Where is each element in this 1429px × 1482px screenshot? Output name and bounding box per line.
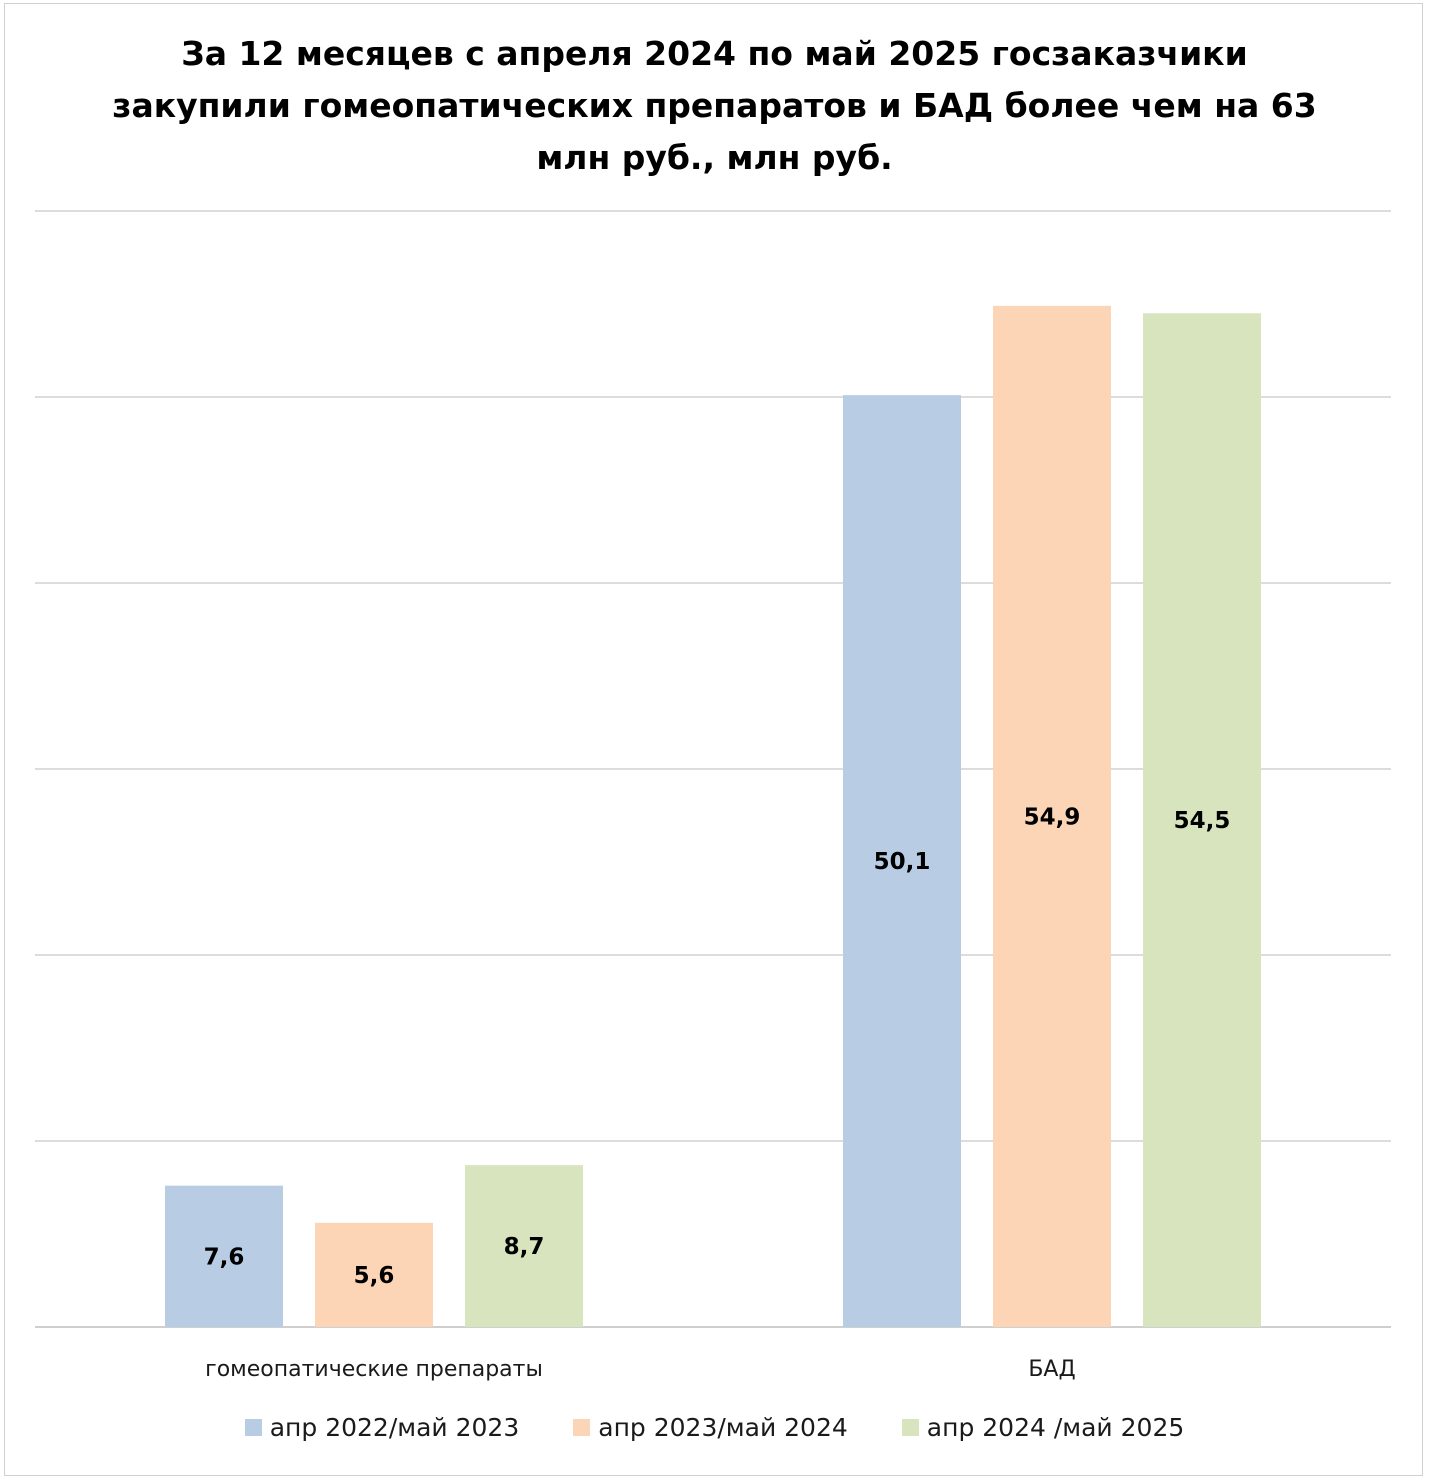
data-label-1-1: 7,6 [204, 1244, 245, 1270]
data-label-2-2: 54,9 [1024, 804, 1081, 830]
category-label-2: БАД [1028, 1357, 1075, 1382]
legend-item-series-2: апр 2023/май 2024 [573, 1413, 848, 1442]
legend-item-series-3: апр 2024 /май 2025 [901, 1413, 1185, 1442]
chart-title-line-1: За 12 месяцев с апреля 2024 по май 2025 … [181, 34, 1248, 73]
chart-title-line-3: млн руб., млн руб. [536, 138, 893, 177]
bar-2-1 [843, 395, 961, 1327]
chart-title: За 12 месяцев с апреля 2024 по май 2025 … [0, 28, 1429, 184]
legend-item-series-1: апр 2022/май 2023 [244, 1413, 520, 1442]
bar-1-3 [465, 1165, 583, 1327]
category-label-1: гомеопатические препараты [205, 1357, 543, 1382]
bar-2-3 [1143, 313, 1261, 1327]
chart-legend: апр 2022/май 2023 апр 2023/май 2024 апр … [0, 1413, 1429, 1442]
legend-label-series-3: апр 2024 /май 2025 [926, 1413, 1185, 1442]
legend-swatch-series-1 [244, 1419, 262, 1436]
bar-1-1 [165, 1185, 283, 1327]
data-label-2-3: 54,5 [1174, 808, 1231, 834]
chart-title-line-2: закупили гомеопатических препаратов и БА… [112, 86, 1317, 125]
data-label-1-2: 5,6 [354, 1263, 395, 1289]
data-label-2-1: 50,1 [874, 849, 931, 875]
data-label-1-3: 8,7 [504, 1234, 545, 1260]
legend-label-series-2: апр 2023/май 2024 [598, 1413, 848, 1442]
legend-swatch-series-3 [901, 1419, 919, 1436]
bar-2-2 [993, 305, 1111, 1327]
legend-swatch-series-2 [573, 1419, 591, 1436]
bar-1-2 [315, 1222, 433, 1327]
legend-label-series-1: апр 2022/май 2023 [269, 1413, 520, 1442]
